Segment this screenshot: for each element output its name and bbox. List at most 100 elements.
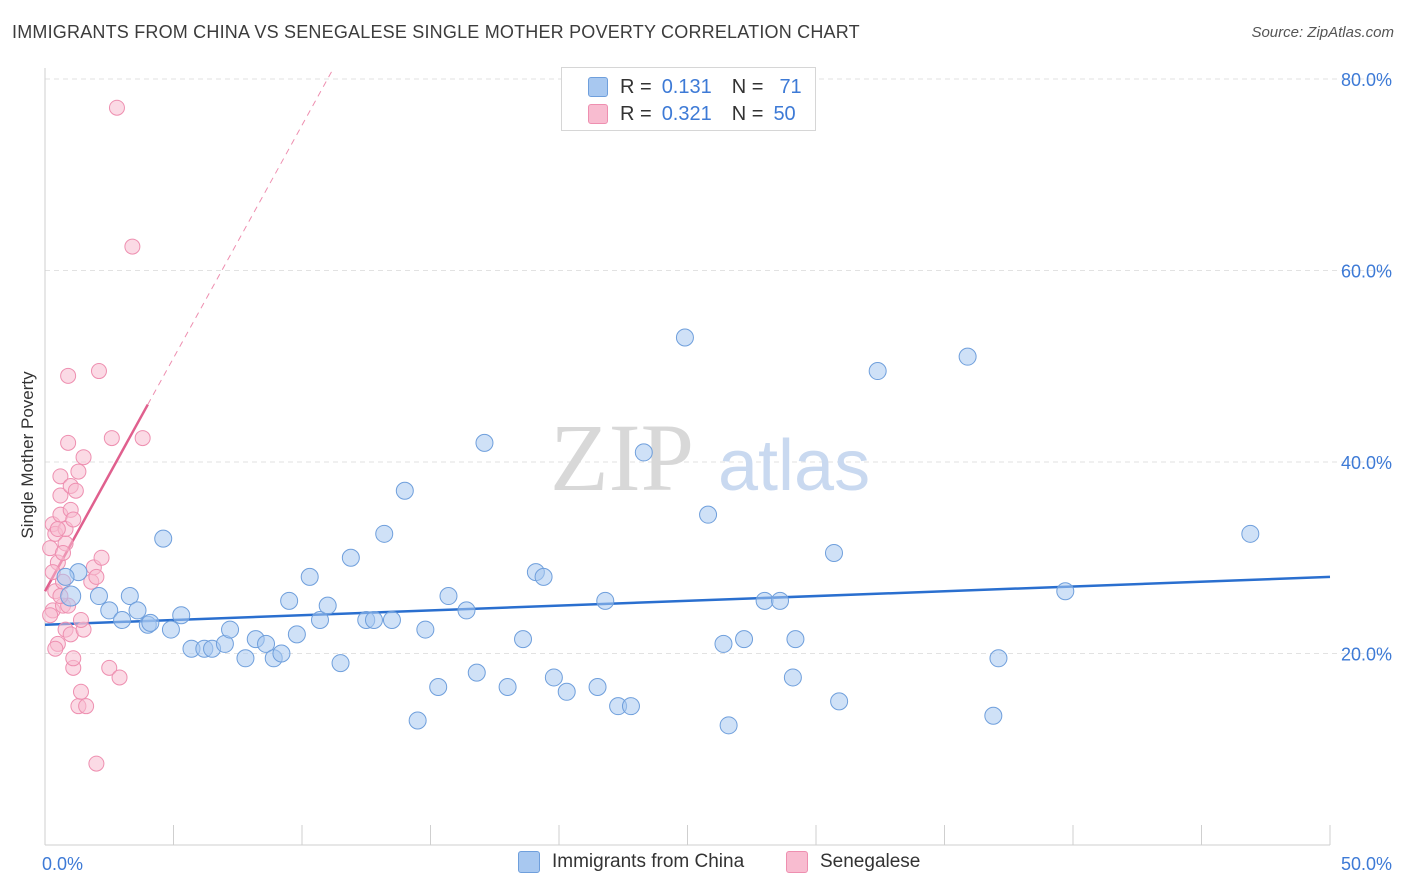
data-point-china	[557, 682, 576, 701]
data-point-china	[113, 610, 132, 629]
x-tick-label-max: 50.0%	[1341, 854, 1392, 874]
data-point-china	[395, 481, 414, 500]
legend-row-china: R = 0.131 N = 71	[588, 75, 802, 99]
tick-labels: 20.0% 40.0% 60.0% 80.0% 0.0% 50.0%	[42, 70, 1392, 874]
data-point-senegalese	[67, 482, 84, 499]
data-point-china	[408, 711, 427, 730]
data-point-china	[257, 634, 276, 653]
data-point-china	[100, 601, 119, 620]
data-point-china	[588, 678, 607, 697]
data-point-senegalese	[54, 544, 71, 561]
data-point-china	[141, 613, 160, 632]
data-point-china	[439, 587, 458, 606]
data-point-china	[331, 654, 350, 673]
trend-lines	[43, 69, 1331, 627]
data-point-senegalese	[70, 463, 87, 480]
data-point-china	[989, 649, 1008, 668]
data-point-senegalese	[88, 755, 105, 772]
data-point-china	[364, 610, 383, 629]
data-point-senegalese	[90, 363, 107, 380]
data-point-china	[154, 529, 173, 548]
data-point-china	[534, 567, 553, 586]
data-point-senegalese	[72, 611, 89, 628]
legend-r-label: R =	[620, 75, 652, 98]
data-point-senegalese	[65, 650, 82, 667]
data-point-senegalese	[103, 430, 120, 447]
data-point-senegalese	[93, 549, 110, 566]
legend: R = 0.131 N = 71 R = 0.321 N = 50	[561, 67, 816, 131]
bottom-legend-senegalese: Senegalese	[786, 851, 920, 873]
data-point-china	[498, 678, 517, 697]
y-tick-label: 20.0%	[1341, 645, 1392, 665]
bottom-legend-label-senegalese: Senegalese	[820, 851, 921, 872]
data-point-china	[771, 591, 790, 610]
data-point-senegalese	[60, 367, 77, 384]
trend-line-senegalese-extension	[147, 69, 334, 405]
bottom-legend-swatch-china	[518, 851, 540, 873]
chart-title: IMMIGRANTS FROM CHINA VS SENEGALESE SING…	[12, 22, 860, 42]
data-point-china	[783, 668, 802, 687]
data-point-senegalese	[47, 640, 64, 657]
data-point-senegalese	[108, 99, 125, 116]
data-point-china	[89, 587, 108, 606]
legend-n-value: 71	[779, 75, 802, 98]
data-point-china	[375, 524, 394, 543]
trend-line-china	[44, 575, 1331, 627]
data-point-china	[382, 610, 401, 629]
data-point-china	[868, 362, 887, 381]
data-point-senegalese	[134, 430, 151, 447]
legend-swatch-senegalese	[588, 104, 608, 124]
data-point-china	[280, 591, 299, 610]
legend-row-senegalese: R = 0.321 N = 50	[588, 102, 796, 126]
data-point-senegalese	[124, 238, 141, 255]
legend-r-label: R =	[620, 102, 652, 125]
bottom-legend-china: Immigrants from China	[518, 851, 744, 873]
data-point-senegalese	[65, 511, 82, 528]
axes	[44, 68, 1331, 846]
data-point-china	[56, 567, 75, 586]
data-point-senegalese	[60, 434, 77, 451]
legend-swatch-china	[588, 77, 608, 97]
data-point-china	[457, 601, 476, 620]
series-china	[56, 328, 1260, 735]
legend-n-value: 50	[773, 102, 796, 125]
data-point-china	[1056, 582, 1075, 601]
data-point-china	[958, 347, 977, 366]
y-tick-label: 60.0%	[1341, 262, 1392, 282]
data-point-china	[1241, 524, 1260, 543]
y-tick-label: 40.0%	[1341, 453, 1392, 473]
data-point-senegalese	[101, 659, 118, 676]
data-point-china	[699, 505, 718, 524]
legend-n-label: N =	[731, 75, 764, 98]
legend-r-value: 0.321	[661, 102, 712, 125]
source-label: Source: ZipAtlas.com	[1251, 24, 1394, 41]
y-tick-label: 80.0%	[1341, 70, 1392, 90]
data-point-china	[287, 625, 306, 644]
data-point-china	[161, 620, 180, 639]
data-point-senegalese	[52, 468, 69, 485]
data-point-china	[675, 328, 694, 347]
data-point-china	[984, 706, 1003, 725]
data-point-china	[318, 596, 337, 615]
data-point-china	[714, 634, 733, 653]
data-point-china	[596, 591, 615, 610]
data-point-senegalese	[52, 487, 69, 504]
data-point-senegalese	[78, 698, 95, 715]
data-point-china	[172, 606, 191, 625]
data-point-china	[719, 716, 738, 735]
legend-n-label: N =	[731, 102, 764, 125]
grid-lines	[45, 78, 1392, 654]
data-point-china	[467, 663, 486, 682]
data-point-china	[221, 620, 240, 639]
data-point-china	[429, 678, 448, 697]
data-point-china	[341, 548, 360, 567]
data-point-china	[60, 585, 82, 607]
data-point-senegalese	[42, 607, 59, 624]
legend-r-value: 0.131	[661, 75, 712, 98]
data-point-china	[755, 591, 774, 610]
y-axis-label: Single Mother Poverty	[18, 371, 37, 539]
bottom-legend-swatch-senegalese	[786, 851, 808, 873]
data-point-china	[236, 649, 255, 668]
watermark-atlas: atlas	[718, 426, 870, 506]
